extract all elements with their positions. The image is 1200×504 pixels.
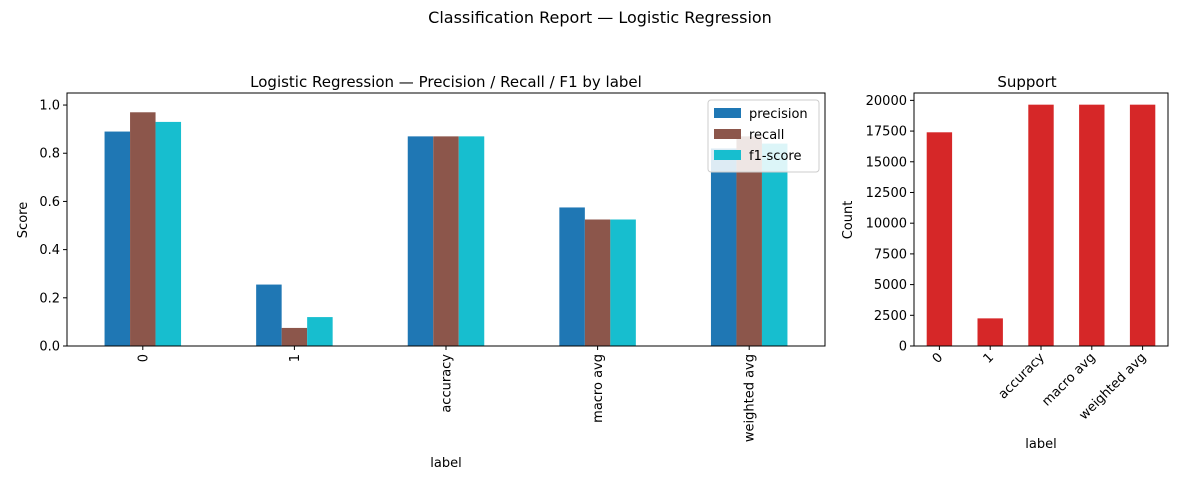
metrics-x-ticks: 0 1 accuracy macro avg weighted avg (136, 346, 758, 442)
legend-label-precision: precision (749, 107, 808, 122)
figure-suptitle: Classification Report — Logistic Regress… (428, 8, 772, 27)
y-tick-label: 0.8 (39, 147, 60, 162)
support-y-tick-label: 10000 (866, 217, 907, 232)
support-chart-title: Support (997, 73, 1056, 91)
support-y-tick-label: 2500 (874, 309, 907, 324)
legend-swatch-precision (714, 108, 741, 118)
support-y-tick-label: 15000 (866, 155, 907, 170)
legend-label-recall: recall (749, 128, 784, 143)
support-plot-frame (913, 92, 1169, 347)
bar-f1-score-0 (155, 121, 182, 346)
support-x-tick-label-accuracy: accuracy (996, 350, 1048, 402)
bar-f1-score-weighted-avg (761, 143, 788, 346)
x-tick-label-weighted-avg: weighted avg (743, 354, 758, 442)
x-tick-label-accuracy: accuracy (440, 354, 455, 413)
y-tick-label: 0.0 (39, 340, 60, 355)
x-tick-label-macro-avg: macro avg (591, 354, 606, 423)
support-x-tick-label-0: 0 (930, 350, 946, 366)
y-tick-label: 0.4 (39, 243, 60, 258)
x-tick-label-1: 1 (288, 354, 303, 362)
support-x-tick-label-1: 1 (981, 350, 997, 366)
support-y-axis-label: Count (841, 201, 856, 240)
bar-precision-macro-avg (559, 207, 585, 346)
bar-precision-weighted-avg (710, 148, 737, 346)
support-y-tick-label: 0 (899, 340, 907, 355)
bar-recall-0 (130, 112, 156, 346)
x-tick-label-0: 0 (136, 354, 151, 362)
y-tick-label: 0.6 (39, 195, 60, 210)
bar-recall-1 (281, 327, 308, 346)
metrics-y-axis-label: Score (16, 202, 31, 238)
support-x-axis-label: label (1025, 437, 1056, 452)
y-tick-label: 0.2 (39, 291, 60, 306)
legend-swatch-f1-score (714, 150, 741, 160)
y-tick-label: 1.0 (39, 99, 60, 114)
metrics-plot-frame (66, 92, 826, 347)
metrics-x-axis-label: label (430, 456, 461, 471)
bar-recall-macro-avg (584, 219, 611, 346)
support-y-ticks: 0 2500 5000 7500 10000 12500 15000 17500 20000 (866, 94, 914, 355)
support-bar-0 (926, 132, 953, 346)
metrics-axes: Logistic Regression — Precision / Recall… (16, 73, 826, 471)
bar-precision-0 (104, 131, 131, 346)
metrics-chart-title: Logistic Regression — Precision / Recall… (250, 73, 642, 91)
legend-swatch-recall (714, 129, 741, 139)
support-y-tick-label: 20000 (866, 94, 907, 109)
support-y-tick-label: 5000 (874, 278, 907, 293)
bar-precision-accuracy (407, 136, 434, 346)
legend-label-f1-score: f1-score (749, 149, 801, 164)
support-y-tick-label: 17500 (866, 125, 907, 140)
support-bar-macro-avg (1079, 104, 1105, 346)
bar-f1-score-accuracy (458, 136, 485, 346)
metrics-y-ticks: 0.0 0.2 0.4 0.6 0.8 1.0 (39, 99, 67, 355)
metrics-legend: precision recall f1-score (707, 99, 820, 173)
support-bar-1 (977, 318, 1003, 346)
support-bar-weighted-avg (1129, 104, 1156, 346)
support-y-tick-label: 7500 (874, 247, 907, 262)
bar-f1-score-1 (307, 317, 333, 346)
bar-recall-accuracy (433, 136, 459, 346)
support-bars (926, 104, 1156, 346)
support-axes: Support 0 2500 5000 7500 10000 12500 15000 1750… (841, 73, 1169, 452)
support-y-tick-label: 12500 (866, 186, 907, 201)
bar-precision-1 (256, 284, 282, 346)
support-bar-accuracy (1028, 104, 1054, 346)
bar-f1-score-macro-avg (610, 219, 636, 346)
metrics-bars (104, 112, 788, 346)
